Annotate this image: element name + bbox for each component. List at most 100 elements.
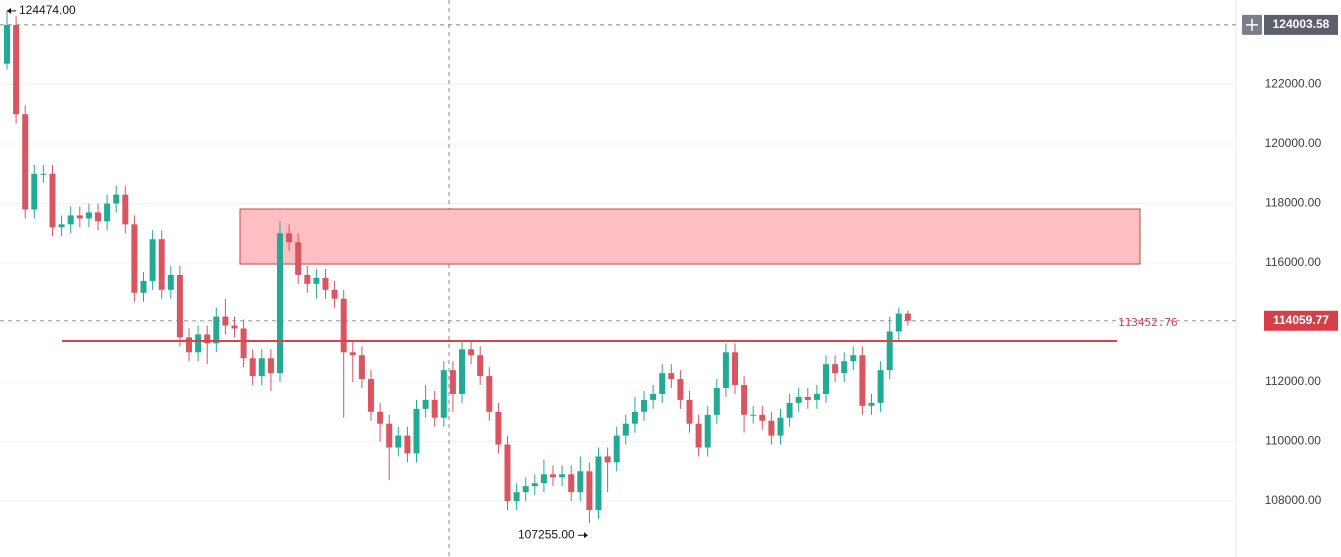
candle-body [213,316,220,344]
candle-body [368,379,374,412]
candle-body [404,435,411,454]
candle-body [759,414,766,421]
candle-body [750,414,757,416]
y-tick-label: 120000.00 [1265,136,1322,150]
candle-body [277,233,283,374]
candle-body [304,274,311,284]
candle-body [95,212,101,222]
candle-body [158,239,165,290]
candle-body [604,456,611,463]
plus-icon [1246,18,1258,31]
candle-body [513,492,520,502]
candle-body [395,435,402,448]
candle-body [704,414,711,448]
candle-body [741,385,748,415]
y-tick-label: 116000.00 [1265,255,1321,269]
candle-body [877,370,884,403]
candle-body [149,239,156,281]
candle-body [868,402,875,406]
candle-body [340,298,347,353]
candle-body [540,474,547,484]
candle-body [195,334,202,353]
candle-body [140,280,147,293]
candle-body [231,325,238,329]
candle-body [477,355,484,377]
candle-body [349,352,356,356]
y-tick-label: 110000.00 [1265,434,1321,448]
last-price-box [1264,310,1338,331]
candle-body [13,24,20,115]
candle-body [468,349,475,356]
y-tick-label: 122000.00 [1265,77,1322,91]
candle-body [631,411,638,424]
candle-body [267,358,274,374]
high-arrow-head [7,7,11,14]
candle-body [431,399,438,418]
candle-body [322,277,329,290]
candle-body [286,233,293,243]
candle-body [176,274,183,338]
candle-body [768,420,775,436]
candle-body [550,474,556,478]
candle-body [886,331,893,371]
candle-body [777,417,784,436]
candle-body [377,411,384,424]
candle-body [577,471,584,493]
candle-body [795,396,802,403]
candle-body [495,411,502,445]
candle-body [459,349,465,394]
candle-body [522,486,529,493]
candle-body [904,313,911,321]
candle-body [586,471,593,510]
candle-body [49,173,56,228]
candle-body [413,408,420,454]
candle-body [650,393,657,400]
candle-body [240,328,247,359]
resistance-zone [239,208,1141,265]
crosshair-price-box [1264,14,1338,35]
candle-body [850,355,857,362]
candle-body [440,370,447,418]
high-label: 124474.00 [19,3,76,17]
last-price-label: 114059.77 [1273,313,1329,327]
candle-body [613,435,620,463]
candle-body [386,423,393,448]
candle-body [641,399,647,412]
y-tick-label: 118000.00 [1265,196,1321,210]
candle-body [732,352,738,386]
candle-body [813,393,820,400]
candle-body [832,364,839,374]
y-tick-label: 112000.00 [1265,374,1321,388]
candle-body [31,173,38,210]
candle-body [859,355,866,406]
crosshair-price-label: 124003.58 [1273,17,1330,31]
candle-body [486,376,493,412]
candle-body [85,212,92,219]
candle-body [249,358,256,377]
candle-body [659,373,666,394]
candle-body [4,24,10,64]
candle-body [713,387,720,415]
candle-body [786,402,793,418]
candle-body [722,352,729,388]
candle-body [595,456,602,510]
candle-body [104,203,111,222]
candle-body [695,423,702,448]
low-arrow-head [584,532,588,539]
candle-body [358,355,365,380]
candle-body [222,316,229,326]
candle-body [58,224,65,228]
candle-body [568,474,575,493]
candle-body [686,399,693,424]
candle-body [559,474,566,478]
candle-body [622,423,629,436]
candle-body [76,215,83,219]
candle-body [258,358,265,377]
level-label: 113452.76 [1118,316,1178,329]
candle-body [167,274,174,290]
candle-body [186,337,192,353]
candle-body [204,334,211,344]
candle-body [113,194,120,204]
candle-body [668,373,675,380]
